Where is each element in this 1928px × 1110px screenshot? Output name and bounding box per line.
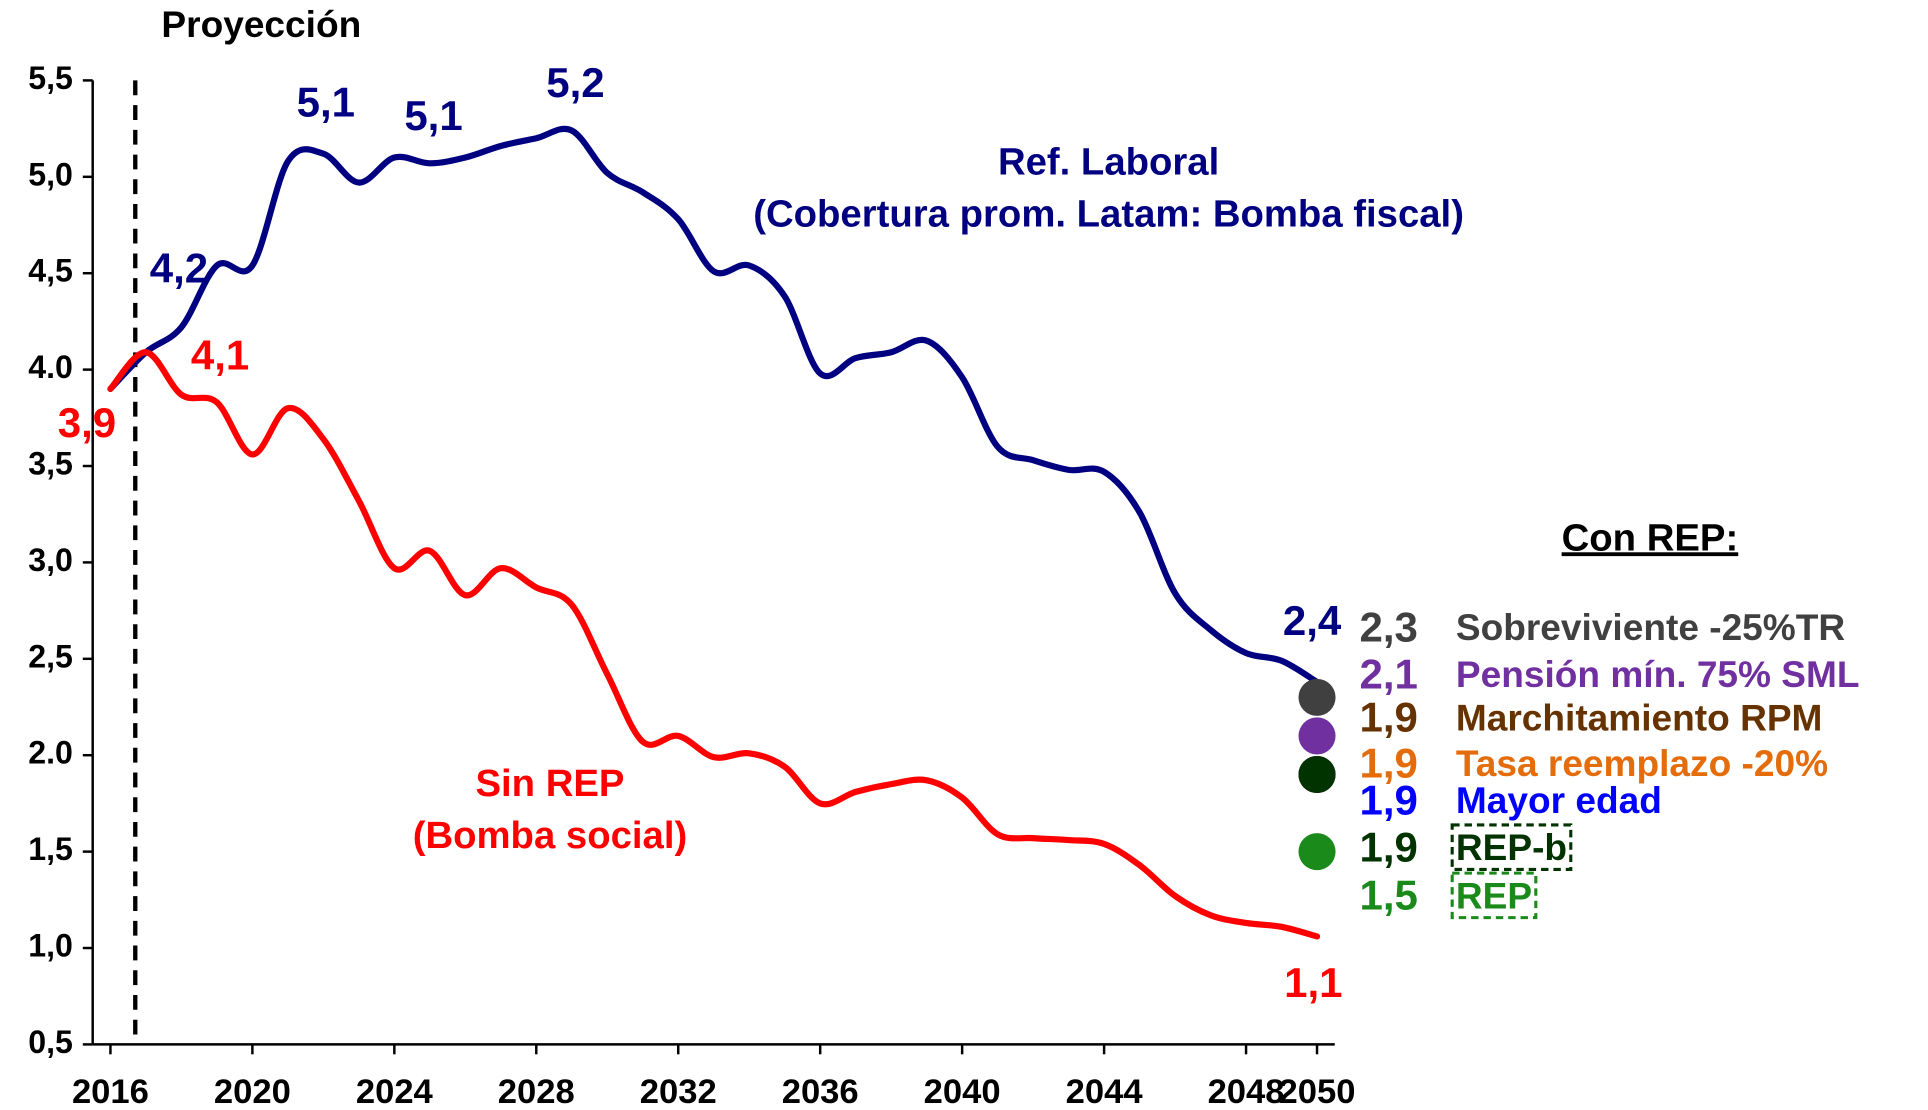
- data-label: 4,1: [191, 332, 249, 379]
- legend-label: Mayor edad: [1456, 779, 1662, 821]
- x-tick-label: 2050: [1279, 1073, 1356, 1110]
- scenario-dot: [1298, 678, 1336, 716]
- projection-label: Proyección: [161, 3, 361, 45]
- x-tick-label: 2036: [782, 1073, 859, 1110]
- line: [107, 125, 1321, 686]
- y-tick-label: 3,5: [28, 445, 73, 481]
- y-tick-label: 1,5: [28, 831, 73, 867]
- x-tick-label: 2016: [72, 1073, 149, 1110]
- x-tick-label: 2020: [214, 1073, 291, 1110]
- y-tick-label: 1,0: [28, 927, 73, 963]
- data-label: 5,1: [404, 92, 462, 139]
- x-tick-label: 2032: [640, 1073, 717, 1110]
- legend-label: REP: [1456, 874, 1532, 916]
- x-tick-label: 2028: [498, 1073, 575, 1110]
- y-tick-label: 4,5: [28, 253, 73, 289]
- scenario-dot: [1298, 717, 1336, 755]
- y-tick-label: 2,5: [28, 638, 73, 674]
- legend-value: 1,9: [1359, 823, 1417, 870]
- legend-value: 1,9: [1359, 694, 1417, 741]
- series-description: (Bomba social): [413, 814, 688, 857]
- y-tick-label: 4.0: [28, 349, 73, 385]
- legend-label: Pensión mín. 75% SML: [1456, 653, 1860, 695]
- legend-value: 1,5: [1359, 872, 1417, 919]
- x-tick-label: 2048: [1208, 1073, 1285, 1110]
- data-label: 5,1: [297, 79, 355, 126]
- y-tick-label: 5,5: [28, 60, 73, 96]
- legend-value: 2,3: [1359, 603, 1417, 650]
- legend-value: 1,9: [1359, 739, 1417, 786]
- x-tick-label: 2024: [356, 1073, 434, 1110]
- legend-label: REP-b: [1456, 826, 1567, 868]
- legend-value: 1,9: [1359, 777, 1417, 824]
- x-tick-label: 2040: [924, 1073, 1001, 1110]
- line: [107, 349, 1321, 940]
- data-label: 1,1: [1284, 959, 1342, 1006]
- series-name: Ref. Laboral: [998, 141, 1219, 184]
- legend-box: [1450, 823, 1573, 871]
- legend-label: Sobreviviente -25%TR: [1456, 606, 1845, 648]
- data-label: 3,9: [58, 399, 116, 446]
- series-description: (Cobertura prom. Latam: Bomba fiscal): [753, 192, 1464, 235]
- scenario-dot: [1298, 833, 1336, 871]
- legend-title: Con REP:: [1562, 516, 1739, 559]
- y-tick-label: 5,0: [28, 156, 73, 192]
- scenario-dot: [1298, 755, 1336, 794]
- data-label: 4,2: [150, 245, 208, 292]
- y-tick-label: 2.0: [28, 735, 73, 771]
- legend-value: 2,1: [1359, 650, 1417, 697]
- legend-label: Tasa reemplazo -20%: [1456, 742, 1828, 784]
- y-tick-label: 0,5: [28, 1024, 73, 1060]
- x-tick-label: 2044: [1066, 1073, 1144, 1110]
- data-label: 5,2: [546, 59, 604, 106]
- series-name: Sin REP: [475, 762, 624, 805]
- legend-box: [1450, 871, 1538, 920]
- data-label: 2,4: [1283, 597, 1342, 644]
- legend-label: Marchitamiento RPM: [1456, 696, 1823, 738]
- y-tick-label: 3,0: [28, 542, 73, 578]
